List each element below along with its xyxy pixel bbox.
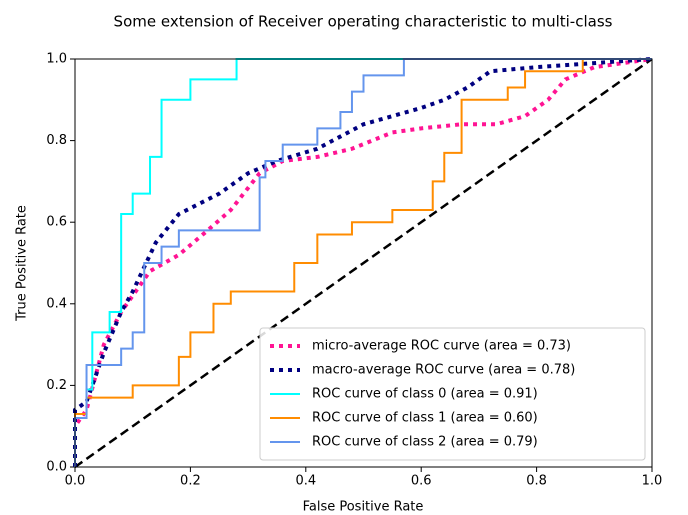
legend-label: ROC curve of class 0 (area = 0.91) (312, 387, 538, 402)
x-tick-label: 0.2 (180, 474, 201, 489)
x-tick-label: 0.8 (526, 474, 547, 489)
y-tick-label: 0.4 (46, 296, 67, 311)
y-tick-label: 0.0 (46, 460, 67, 475)
y-tick-label: 0.8 (46, 133, 67, 148)
legend-label: macro-average ROC curve (area = 0.78) (312, 363, 575, 378)
y-tick-label: 0.2 (46, 378, 67, 393)
roc-curve (74, 58, 652, 467)
chance-line (74, 57, 653, 469)
plot-frame (74, 58, 653, 468)
legend-label: micro-average ROC curve (area = 0.73) (312, 339, 571, 354)
x-tick-label: 1.0 (642, 474, 663, 489)
x-axis-label: False Positive Rate (303, 500, 424, 515)
y-tick-label: 0.6 (46, 215, 67, 230)
roc-curve (74, 58, 652, 467)
y-axis-label: True Positive Rate (15, 205, 30, 322)
roc-curve (74, 58, 652, 467)
roc-curve (73, 57, 653, 467)
chart-title: Some extension of Receiver operating cha… (114, 13, 613, 31)
x-tick-label: 0.0 (65, 474, 86, 489)
legend-box (259, 327, 646, 461)
y-tick-label: 1.0 (46, 52, 67, 67)
x-tick-label: 0.4 (295, 474, 316, 489)
legend-label: ROC curve of class 2 (area = 0.79) (312, 435, 538, 450)
x-tick-label: 0.6 (411, 474, 432, 489)
legend-label: ROC curve of class 1 (area = 0.60) (312, 411, 538, 426)
